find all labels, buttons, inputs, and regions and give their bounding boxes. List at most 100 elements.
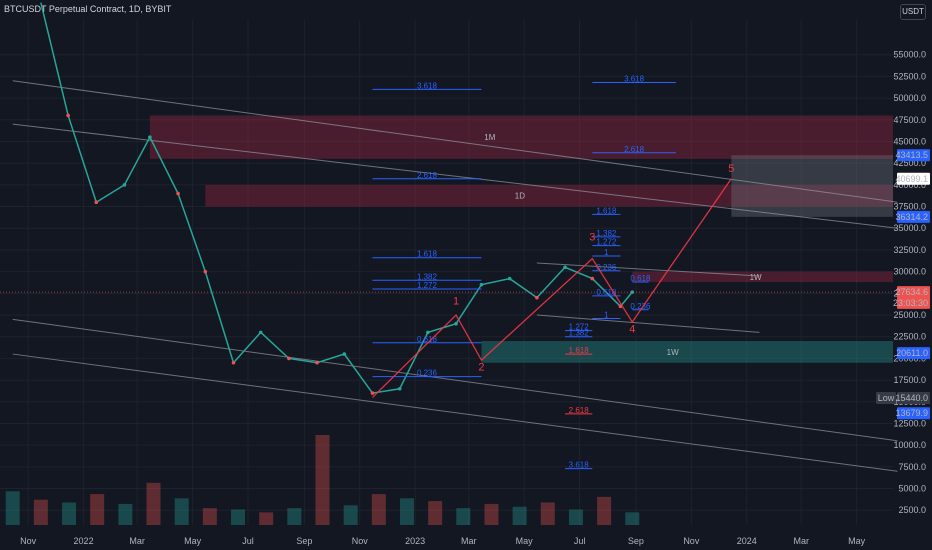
time-tick-label: Nov bbox=[20, 536, 37, 546]
volume-bar bbox=[399, 498, 414, 525]
price-label-box bbox=[897, 407, 930, 420]
trend-line bbox=[536, 262, 760, 277]
price-point bbox=[454, 321, 458, 326]
fib-label: 0.618 bbox=[417, 335, 438, 344]
fib-label: 1.272 bbox=[569, 323, 590, 332]
price-label-box bbox=[897, 296, 930, 309]
time-tick-label: May bbox=[516, 536, 534, 546]
time-tick-label: Jul bbox=[242, 536, 254, 546]
volume-bar bbox=[62, 502, 77, 525]
price-axis[interactable]: 55000.0 52500.0 50000.0 47500.0 45000.0 42500… bbox=[893, 50, 926, 516]
volume-bar bbox=[90, 494, 105, 525]
time-tick-label: Mar bbox=[129, 536, 145, 546]
volume-bar bbox=[287, 508, 302, 525]
trend-line bbox=[536, 314, 760, 333]
price-zone bbox=[632, 271, 893, 283]
time-axis[interactable]: Nov 2022 Mar May Jul Sep Nov 2023 Mar May Jul Sep No… bbox=[20, 536, 866, 546]
fib-label: 1.382 bbox=[569, 329, 590, 338]
price-tick-label: 30000.0 bbox=[893, 267, 926, 277]
price-label: 40699.1 bbox=[895, 174, 928, 184]
trend-line bbox=[12, 353, 898, 472]
time-tick-label: Jul bbox=[574, 536, 586, 546]
fib-label: 1 bbox=[604, 310, 609, 319]
time-tick-label: Sep bbox=[296, 536, 312, 546]
price-tick-label: 37500.0 bbox=[893, 202, 926, 212]
fib-label: 0.618 bbox=[630, 274, 651, 283]
wave-label: 3 bbox=[589, 231, 595, 243]
price-point bbox=[203, 269, 208, 274]
price-point bbox=[426, 330, 430, 335]
price-point bbox=[94, 200, 99, 205]
fib-label: 3.618 bbox=[624, 74, 645, 83]
volume-bar bbox=[597, 496, 612, 525]
price-tick-label: 25000.0 bbox=[893, 310, 926, 320]
fib-label: 1 bbox=[604, 248, 609, 257]
price-tick-label: 52500.0 bbox=[893, 71, 926, 81]
time-tick-label: Sep bbox=[628, 536, 644, 546]
fib-label: 0.236 bbox=[596, 263, 617, 272]
price-point bbox=[507, 276, 512, 281]
price-label: 36314.2 bbox=[895, 212, 928, 222]
currency-unit-button[interactable]: USDT bbox=[900, 4, 926, 20]
volume-bar bbox=[5, 491, 20, 525]
trend-line bbox=[12, 318, 898, 442]
price-label-box bbox=[897, 172, 930, 185]
fib-label: 1.618 bbox=[417, 250, 438, 259]
price-zone bbox=[731, 155, 893, 217]
time-tick-label: Mar bbox=[461, 536, 477, 546]
zone-label: 1W bbox=[667, 348, 679, 357]
volume-bar bbox=[33, 499, 48, 525]
price-tick-label: 35000.0 bbox=[893, 223, 926, 233]
volume-bar bbox=[568, 509, 583, 525]
price-point bbox=[231, 360, 236, 365]
time-tick-label: 2023 bbox=[405, 536, 425, 546]
fib-label: 2.618 bbox=[624, 145, 645, 154]
fib-label: 1.618 bbox=[596, 206, 617, 215]
price-label: 15440.0 bbox=[895, 393, 928, 403]
volume-bar bbox=[484, 503, 499, 525]
time-tick-label: Nov bbox=[352, 536, 369, 546]
zone-label: 1W bbox=[750, 273, 762, 282]
wave-label: 4 bbox=[629, 323, 635, 335]
time-tick-label: May bbox=[184, 536, 202, 546]
price-point bbox=[535, 295, 539, 300]
fib-label: 1.272 bbox=[417, 281, 438, 290]
trend-line bbox=[12, 80, 898, 203]
price-point bbox=[342, 352, 347, 356]
wave-label: 1 bbox=[453, 296, 459, 308]
price-point bbox=[148, 135, 152, 139]
price-point bbox=[563, 265, 567, 270]
volume-layer bbox=[5, 435, 640, 525]
price-label-prefix: Low bbox=[878, 393, 895, 403]
price-label-box bbox=[897, 210, 930, 223]
price-tick-label: 22500.0 bbox=[893, 332, 926, 342]
price-point bbox=[176, 191, 180, 196]
price-label: 20611.0 bbox=[896, 348, 928, 358]
price-tick-label: 45000.0 bbox=[893, 136, 926, 146]
time-tick-label: May bbox=[848, 536, 866, 546]
zone-layer: 1M 1D 1W 1W bbox=[149, 115, 894, 363]
price-point bbox=[590, 276, 595, 281]
volume-bar bbox=[456, 508, 471, 525]
price-label: 13679.9 bbox=[895, 408, 928, 418]
fib-level-layer: 3.6183.6182.6182.6181.6181.3821.2721.618… bbox=[372, 74, 676, 470]
price-point bbox=[630, 290, 635, 294]
price-point bbox=[66, 113, 70, 118]
volume-bar bbox=[343, 505, 358, 525]
price-label: 27634.6 bbox=[895, 287, 928, 297]
price-tick-label: 7500.0 bbox=[898, 462, 926, 472]
volume-bar bbox=[428, 501, 443, 525]
fib-label: 2.618 bbox=[417, 171, 438, 180]
fib-label: 2.618 bbox=[569, 406, 590, 415]
price-tick-label: 50000.0 bbox=[893, 93, 926, 103]
price-label-box bbox=[897, 286, 930, 299]
price-label-box bbox=[897, 347, 930, 360]
price-series-layer bbox=[0, 2, 893, 395]
zone-label: 1D bbox=[515, 192, 525, 201]
fib-label: 1.272 bbox=[596, 238, 617, 247]
price-tick-label: 2500.0 bbox=[898, 505, 926, 515]
price-point bbox=[258, 330, 263, 335]
price-label-layer: 43413.5 40699.1 36314.2 27634.623:03:30 2061… bbox=[876, 149, 930, 420]
fib-label: 1.618 bbox=[569, 346, 590, 355]
